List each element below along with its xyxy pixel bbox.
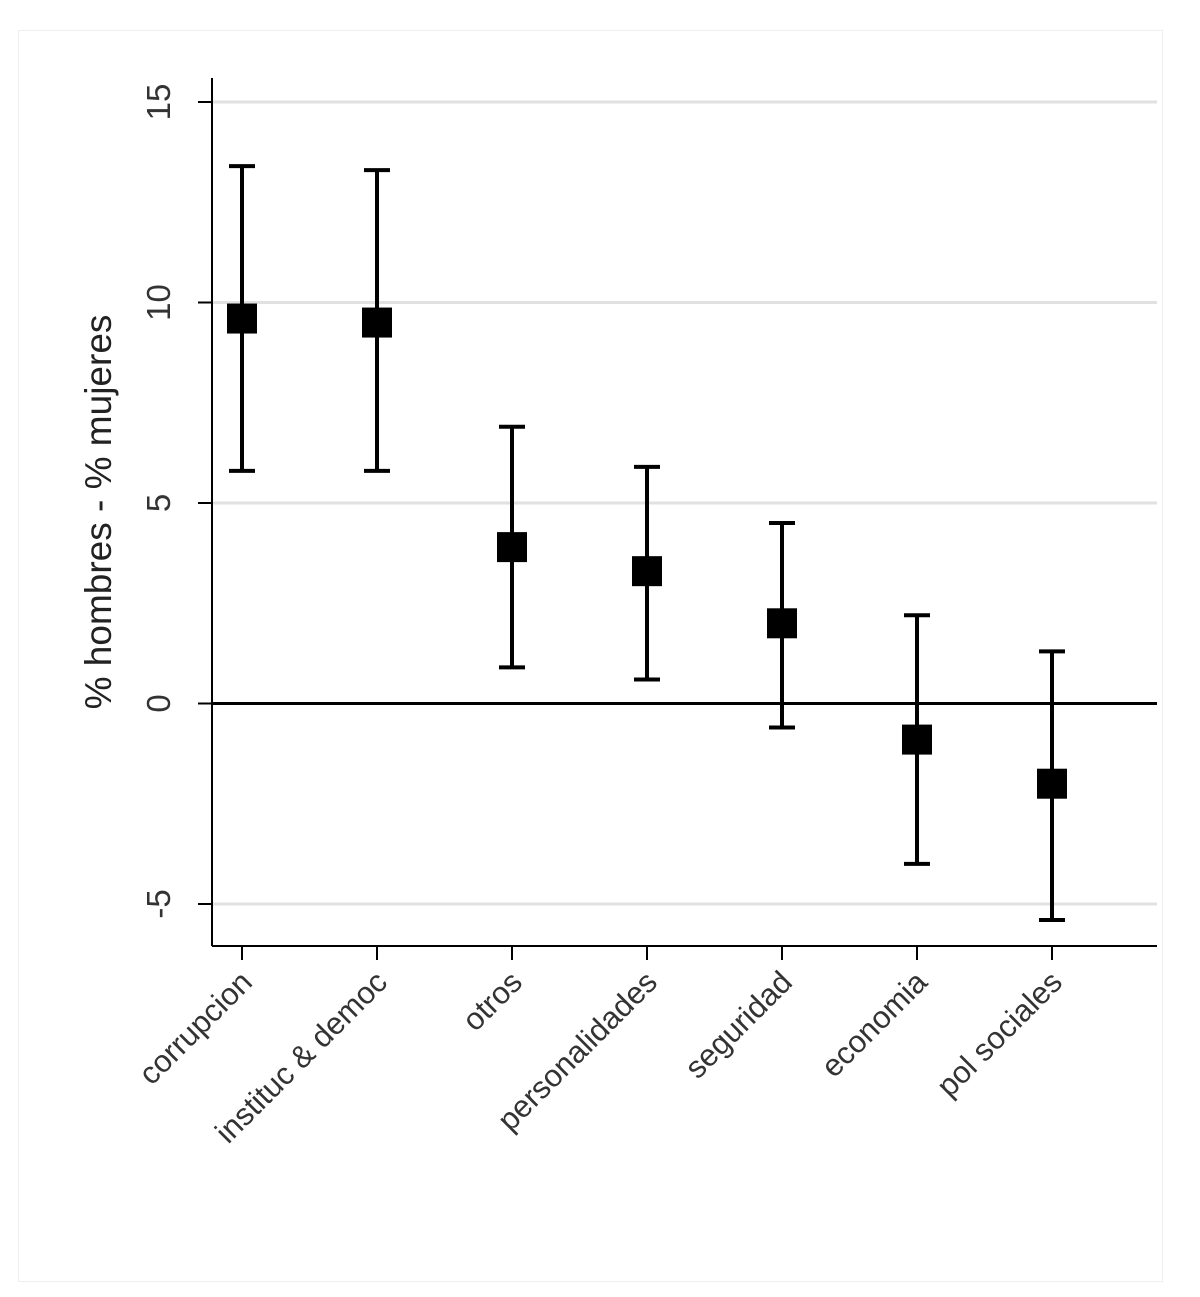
grid-lines bbox=[212, 100, 1157, 906]
error-bars bbox=[229, 164, 1065, 923]
y-tick-label: 5 bbox=[140, 494, 177, 512]
point-markers bbox=[227, 303, 1067, 799]
data-point bbox=[227, 303, 257, 334]
chart-frame bbox=[18, 30, 1163, 1282]
x-tick-label: otros bbox=[455, 964, 528, 1037]
data-point bbox=[632, 556, 662, 587]
axes bbox=[211, 78, 1157, 947]
x-tick-label: pol sociales bbox=[930, 964, 1069, 1103]
data-point bbox=[1037, 768, 1067, 799]
x-tick-label: corrupcion bbox=[132, 964, 259, 1091]
y-ticks: -5 0 5 10 15 bbox=[140, 84, 212, 919]
data-point bbox=[362, 307, 392, 338]
x-tick-label: economia bbox=[814, 964, 934, 1084]
y-tick-label: 0 bbox=[140, 694, 177, 712]
x-tick-label: seguridad bbox=[678, 964, 799, 1085]
y-tick-label: 10 bbox=[140, 284, 177, 321]
data-point bbox=[902, 724, 932, 755]
data-point bbox=[497, 532, 527, 563]
y-tick-label: -5 bbox=[140, 889, 177, 918]
y-axis-label: % hombres - % mujeres bbox=[78, 315, 119, 710]
y-tick-label: 15 bbox=[140, 84, 177, 121]
data-point bbox=[767, 608, 797, 639]
